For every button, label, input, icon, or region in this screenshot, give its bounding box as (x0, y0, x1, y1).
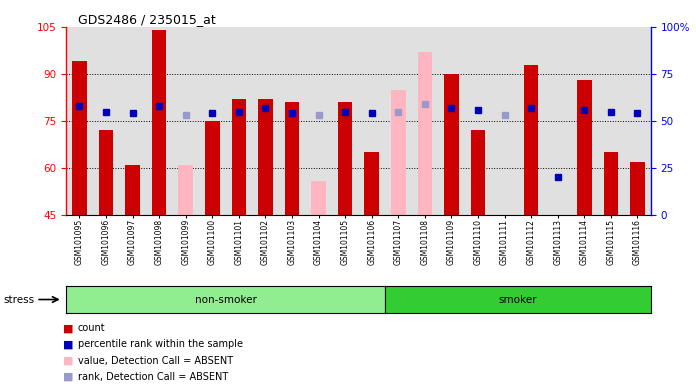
Bar (524, 65, 539, 215)
Text: non-smoker: non-smoker (195, 295, 257, 305)
Bar (205, 121, 219, 215)
Text: value, Detection Call = ABSENT: value, Detection Call = ABSENT (78, 356, 233, 366)
Bar (232, 99, 246, 215)
Bar (551, 215, 565, 271)
Text: count: count (78, 323, 106, 333)
Bar (444, 74, 459, 215)
Text: ■: ■ (63, 339, 73, 349)
Bar (258, 99, 273, 215)
Text: ■: ■ (63, 356, 73, 366)
Bar (365, 152, 379, 215)
Text: smoker: smoker (498, 295, 537, 305)
Bar (630, 162, 644, 215)
Bar (99, 131, 113, 215)
Text: rank, Detection Call = ABSENT: rank, Detection Call = ABSENT (78, 372, 228, 382)
Bar (577, 80, 592, 215)
Text: ■: ■ (63, 323, 73, 333)
Bar (72, 61, 87, 215)
Bar (125, 165, 140, 215)
Bar (311, 180, 326, 215)
Bar (285, 102, 299, 215)
Bar (497, 215, 512, 218)
Bar (178, 165, 193, 215)
Bar (470, 131, 485, 215)
Bar (603, 152, 618, 215)
Bar (391, 89, 406, 215)
Text: percentile rank within the sample: percentile rank within the sample (78, 339, 243, 349)
Text: stress: stress (3, 295, 35, 305)
Bar (418, 52, 432, 215)
Bar (152, 30, 166, 215)
Text: GDS2486 / 235015_at: GDS2486 / 235015_at (78, 13, 216, 26)
Bar (338, 102, 352, 215)
Text: ■: ■ (63, 372, 73, 382)
